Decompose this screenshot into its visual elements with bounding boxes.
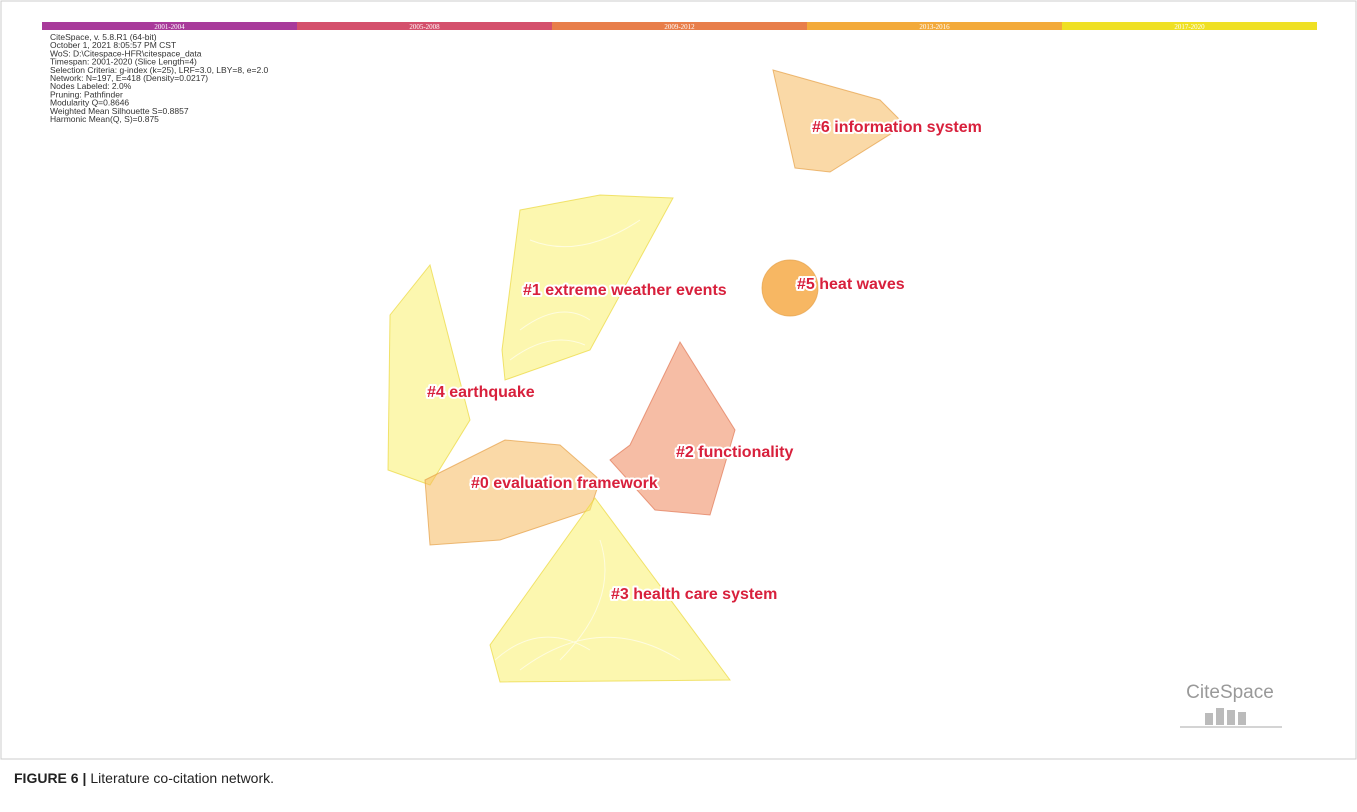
info-line: Selection Criteria: g-index (k=25), LRF=…: [50, 65, 269, 75]
edges: [494, 539, 681, 671]
logo-bar: [1216, 708, 1224, 725]
timeline-segment: [42, 22, 297, 30]
cluster-label: #4 earthquake: [427, 384, 535, 401]
info-line: Modularity Q=0.8646: [50, 98, 129, 108]
info-line: Weighted Mean Silhouette S=0.8857: [50, 106, 189, 116]
logo-bar: [1205, 713, 1213, 725]
timeline-label: 2009-2012: [664, 23, 695, 31]
info-line: October 1, 2021 8:05:57 PM CST: [50, 40, 176, 50]
info-line: Timespan: 2001-2020 (Slice Length=4): [50, 57, 197, 67]
caption-label: FIGURE 6 |: [14, 770, 86, 786]
info-line: Nodes Labeled: 2.0%: [50, 81, 132, 91]
logo: CiteSpace: [1180, 682, 1282, 728]
cluster-hull: [501, 194, 674, 381]
logo-text: CiteSpace: [1186, 682, 1274, 703]
timeline-segment: [297, 22, 552, 30]
cluster-labels: #6 information system #1 extreme weather …: [425, 117, 984, 605]
timeline-segment: [807, 22, 1062, 30]
figure-frame: [0, 0, 1357, 760]
cluster-label: #6 information system: [812, 119, 982, 136]
timeline-label: 2005-2008: [409, 23, 440, 31]
timeline-label: 2017-2020: [1174, 23, 1205, 31]
edges: [509, 219, 641, 361]
cluster-hull: [761, 259, 819, 317]
cluster-label: #2 functionality: [676, 444, 793, 461]
cluster-label: #5 heat waves: [797, 276, 905, 293]
cluster-label: #0 evaluation framework: [471, 475, 658, 492]
logo-bar: [1227, 710, 1235, 725]
cluster-hull: [489, 497, 731, 683]
info-line: WoS: D:\Citespace-HFR\citespace_data: [50, 48, 202, 58]
info-line: CiteSpace, v. 5.8.R1 (64-bit): [50, 32, 157, 42]
info-block: CiteSpace, v. 5.8.R1 (64-bit)October 1, …: [50, 32, 269, 124]
timeline-segment: [1062, 22, 1317, 30]
cluster-label: #1 extreme weather events: [523, 282, 727, 299]
cluster-hull: [424, 439, 601, 546]
cluster-label: #3 health care system: [611, 586, 777, 603]
cluster-hull: [772, 69, 906, 173]
cluster-hull: [387, 263, 471, 486]
caption-text: Literature co-citation network.: [90, 770, 274, 786]
logo-bar: [1238, 712, 1246, 725]
info-line: Harmonic Mean(Q, S)=0.875: [50, 114, 159, 124]
timeline-label: 2001-2004: [154, 23, 185, 31]
timeline-segment: [552, 22, 807, 30]
cluster-hull: [609, 340, 736, 516]
timeline-label: 2013-2016: [919, 23, 950, 31]
info-line: Pruning: Pathfinder: [50, 89, 123, 99]
caption: FIGURE 6 | Literature co-citation network…: [14, 770, 274, 786]
timeline: 2001-2004 2005-2008 2009-2012 2013-2016 2017…: [42, 22, 1317, 31]
info-line: Network: N=197, E=418 (Density=0.0217): [50, 73, 208, 83]
